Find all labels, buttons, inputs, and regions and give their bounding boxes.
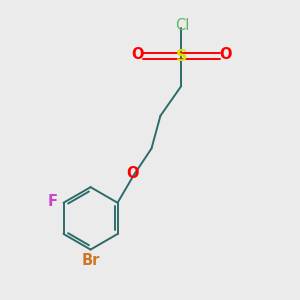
- Text: F: F: [47, 194, 57, 209]
- Text: S: S: [176, 49, 187, 64]
- Text: Cl: Cl: [176, 18, 190, 33]
- Text: O: O: [126, 166, 138, 181]
- Text: O: O: [219, 47, 231, 62]
- Text: O: O: [131, 47, 143, 62]
- Text: Br: Br: [81, 254, 100, 268]
